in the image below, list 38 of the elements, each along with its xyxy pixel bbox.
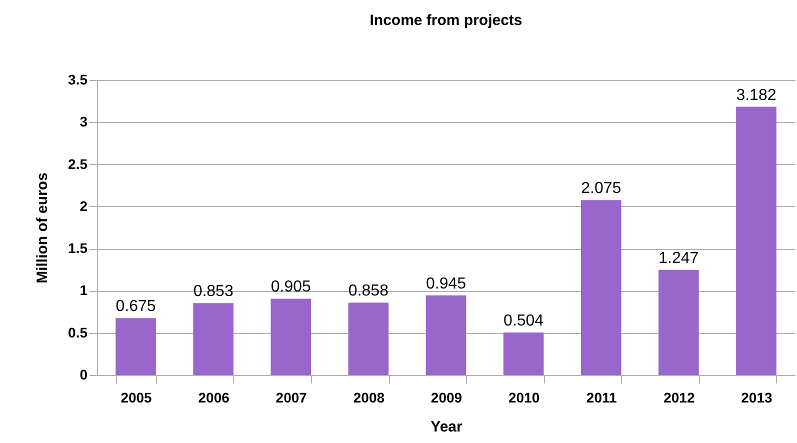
x-tick-label: 2008 — [353, 390, 385, 406]
chart-title: Income from projects — [370, 12, 522, 29]
y-tick-label: 0 — [80, 366, 88, 382]
data-label: 0.853 — [193, 283, 234, 300]
x-tick-label: 2006 — [198, 390, 230, 406]
y-tick-label: 1.5 — [68, 240, 88, 256]
data-label: 2.075 — [581, 180, 622, 198]
x-tick-label: 2013 — [741, 390, 773, 406]
data-label: 0.675 — [116, 298, 156, 316]
bar — [348, 302, 389, 375]
bar — [193, 303, 234, 375]
bar — [658, 270, 699, 375]
x-tick-label: 2012 — [664, 390, 695, 406]
x-tick-label: 2010 — [508, 390, 540, 406]
y-tick-label: 2 — [80, 198, 88, 214]
y-tick-label: 3.5 — [68, 72, 88, 88]
x-tick-label: 2007 — [276, 390, 308, 406]
x-tick-label: 2011 — [586, 390, 618, 406]
x-tick-label: 2009 — [430, 390, 462, 406]
data-label: 3.182 — [736, 86, 776, 104]
y-tick-label: 1 — [80, 282, 88, 298]
x-tick-label: 2005 — [120, 390, 152, 406]
y-tick-label: 2.5 — [68, 156, 88, 172]
bar — [503, 332, 544, 375]
y-axis-title: Million of euros — [34, 172, 52, 284]
x-axis-title: Year — [430, 418, 463, 436]
bar — [116, 318, 156, 375]
bar — [426, 295, 466, 375]
bar — [580, 200, 622, 375]
y-tick-label: 0.5 — [68, 324, 88, 340]
data-label: 0.504 — [504, 312, 544, 330]
bar — [736, 106, 776, 375]
y-tick-label: 3 — [80, 114, 88, 130]
data-label: 0.858 — [348, 282, 389, 300]
bar — [270, 298, 312, 375]
data-label: 1.247 — [658, 250, 699, 267]
data-label: 0.945 — [426, 275, 466, 292]
data-label: 0.905 — [270, 278, 312, 296]
